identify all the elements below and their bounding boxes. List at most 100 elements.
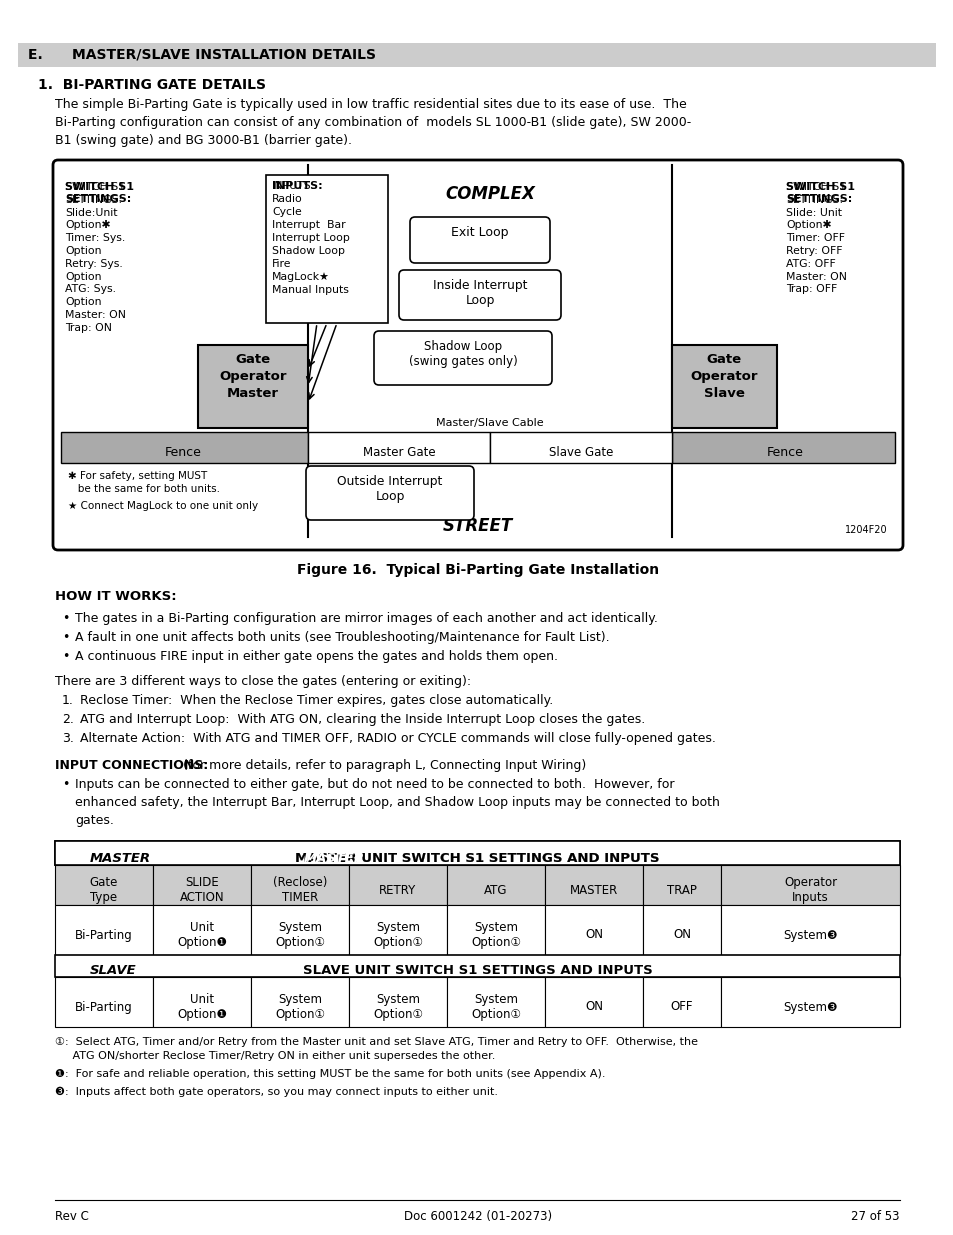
Text: RETRY: RETRY [379,883,416,897]
Bar [152,905,251,955]
Text: ✱ For safety, setting MUST
   be the same for both units.: ✱ For safety, setting MUST be the same f… [68,471,220,494]
FancyBboxPatch shape [374,331,552,385]
Bar [642,977,720,1028]
Bar [152,977,251,1028]
Text: Operator
Inputs: Operator Inputs [783,876,836,904]
Text: The gates in a Bi-Parting configuration are mirror images of each another and ac: The gates in a Bi-Parting configuration … [75,613,658,625]
Text: Exit Loop: Exit Loop [451,226,508,240]
Text: 1.  BI-PARTING GATE DETAILS: 1. BI-PARTING GATE DETAILS [38,78,266,91]
Bar [55,864,152,905]
Text: Gate
Operator
Slave: Gate Operator Slave [690,353,757,400]
Text: System
Option①: System Option① [274,921,325,948]
Text: ★ Connect MagLock to one unit only: ★ Connect MagLock to one unit only [68,501,258,511]
Text: Gate
Type: Gate Type [90,876,118,904]
Text: MASTER UNIT SWITCH S1 SETTINGS AND INPUTS: MASTER UNIT SWITCH S1 SETTINGS AND INPUT… [294,851,659,864]
Bar [642,905,720,955]
Bar [720,864,899,905]
Text: Inside Interrupt
Loop: Inside Interrupt Loop [433,279,527,308]
Bar [642,864,720,905]
Bar [266,175,388,324]
Text: TRAP: TRAP [666,883,697,897]
Text: SWITCH S1
SETTINGS:: SWITCH S1 SETTINGS: [65,182,133,205]
Text: There are 3 different ways to close the gates (entering or exiting):: There are 3 different ways to close the … [55,676,471,688]
FancyBboxPatch shape [53,161,902,550]
Bar [720,977,899,1028]
Bar [152,864,251,905]
Text: Bi-Parting: Bi-Parting [75,929,132,941]
Text: MASTER: MASTER [90,851,151,864]
Text: Unit
Option❶: Unit Option❶ [177,993,227,1021]
Text: Fence: Fence [164,446,201,458]
Text: Outside Interrupt
Loop: Outside Interrupt Loop [337,475,442,503]
Text: INPUTS:: INPUTS: [272,182,322,191]
Text: INPUTS:
Radio
Cycle
Interrupt  Bar
Interrupt Loop
Shadow Loop
Fire
MagLock★
Manu: INPUTS: Radio Cycle Interrupt Bar Interr… [272,182,350,295]
Text: ❶:  For safe and reliable operation, this setting MUST be the same for both unit: ❶: For safe and reliable operation, this… [55,1070,605,1079]
Text: Doc 6001242 (01-20273): Doc 6001242 (01-20273) [403,1210,552,1223]
Bar [55,841,899,864]
Text: MASTER UNIT SWITCH S1 SETTINGS AND INPUTS: MASTER UNIT SWITCH S1 SETTINGS AND INPUT… [294,851,659,864]
Text: Alternate Action:  With ATG and TIMER OFF, RADIO or CYCLE commands will close fu: Alternate Action: With ATG and TIMER OFF… [80,732,715,745]
Text: MASTER: MASTER [569,883,618,897]
Text: MASTER UNIT SWITCH S1 SETTINGS AND INPUTS: MASTER UNIT SWITCH S1 SETTINGS AND INPUT… [294,851,659,864]
FancyBboxPatch shape [398,270,560,320]
Bar [349,864,447,905]
Text: Fence: Fence [766,446,802,458]
Bar [447,864,544,905]
Text: SWITCH S1
SETTINGS:: SWITCH S1 SETTINGS: [785,182,854,205]
Text: Inputs can be connected to either gate, but do not need to be connected to both.: Inputs can be connected to either gate, … [75,778,720,827]
Text: 1204F20: 1204F20 [844,525,887,535]
Bar [349,905,447,955]
Bar [18,43,935,67]
Text: 27 of 53: 27 of 53 [851,1210,899,1223]
Bar [55,905,152,955]
Text: COMPLEX: COMPLEX [445,185,535,203]
Text: System
Option①: System Option① [274,993,325,1021]
Text: Shadow Loop
(swing gates only): Shadow Loop (swing gates only) [408,340,517,368]
Bar [251,864,349,905]
Text: Master Gate: Master Gate [362,446,435,458]
Text: A continuous FIRE input in either gate opens the gates and holds them open.: A continuous FIRE input in either gate o… [75,650,558,663]
Text: System❸: System❸ [782,929,837,941]
Text: (for more details, refer to paragraph L, Connecting Input Wiring): (for more details, refer to paragraph L,… [174,760,586,772]
Text: ①:  Select ATG, Timer and/or Retry from the Master unit and set Slave ATG, Timer: ①: Select ATG, Timer and/or Retry from t… [55,1037,698,1061]
Text: E.      MASTER/SLAVE INSTALLATION DETAILS: E. MASTER/SLAVE INSTALLATION DETAILS [28,47,375,61]
Bar [198,345,308,429]
Text: ON: ON [584,929,602,941]
Text: 3.: 3. [62,732,73,745]
Bar [671,345,776,429]
Text: (Reclose)
TIMER: (Reclose) TIMER [273,876,327,904]
Text: ATG: ATG [484,883,507,897]
Bar [55,955,899,977]
Text: Figure 16.  Typical Bi-Parting Gate Installation: Figure 16. Typical Bi-Parting Gate Insta… [296,563,659,577]
Text: Reclose Timer:  When the Reclose Timer expires, gates close automatically.: Reclose Timer: When the Reclose Timer ex… [80,694,553,706]
Bar [490,432,671,463]
Bar [544,977,642,1028]
Text: SLAVE UNIT SWITCH S1 SETTINGS AND INPUTS: SLAVE UNIT SWITCH S1 SETTINGS AND INPUTS [302,965,652,977]
Text: 2.: 2. [62,713,73,726]
Text: Gate
Operator
Master: Gate Operator Master [219,353,287,400]
Text: •: • [62,613,70,625]
Text: ON: ON [672,929,690,941]
Bar [308,432,490,463]
FancyBboxPatch shape [410,217,550,263]
Text: ❸:  Inputs affect both gate operators, so you may connect inputs to either unit.: ❸: Inputs affect both gate operators, so… [55,1087,497,1098]
Bar [55,977,152,1028]
Text: The simple Bi-Parting Gate is typically used in low traffic residential sites du: The simple Bi-Parting Gate is typically … [55,98,691,147]
Bar [544,864,642,905]
Text: HOW IT WORKS:: HOW IT WORKS: [55,590,176,603]
Text: SLIDE
ACTION: SLIDE ACTION [179,876,224,904]
Bar [349,977,447,1028]
Text: •: • [62,650,70,663]
Text: System
Option①: System Option① [373,921,422,948]
Text: 1.: 1. [62,694,73,706]
Text: OFF: OFF [670,1000,693,1014]
Text: •: • [62,631,70,643]
Bar [720,905,899,955]
Text: Unit
Option❶: Unit Option❶ [177,921,227,948]
Text: System
Option①: System Option① [373,993,422,1021]
Text: SLAVE: SLAVE [90,965,136,977]
Bar [55,841,899,864]
Bar [544,905,642,955]
Text: Rev C: Rev C [55,1210,89,1223]
Text: Slave Gate: Slave Gate [548,446,613,458]
